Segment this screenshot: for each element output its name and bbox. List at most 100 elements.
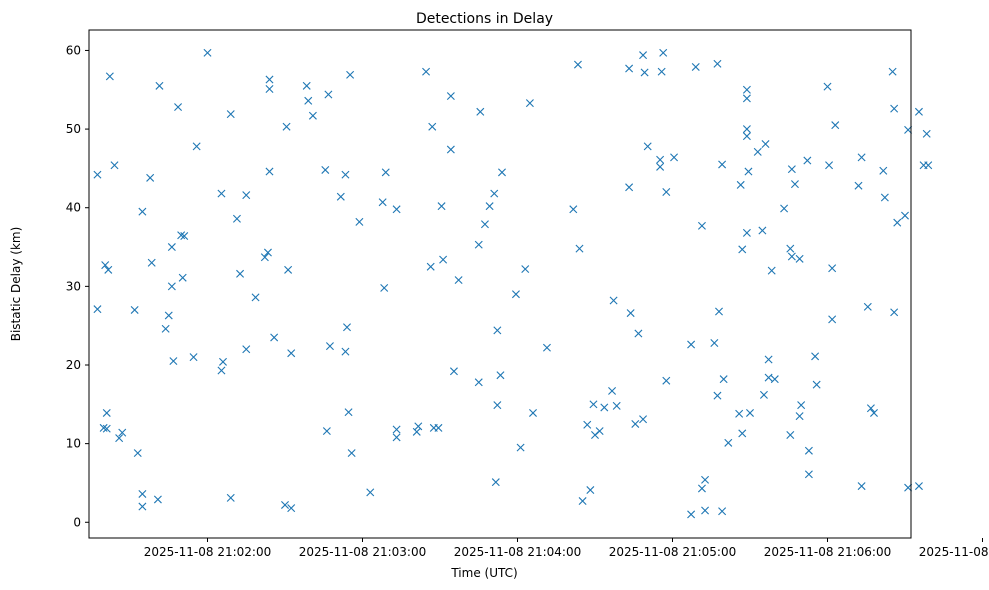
data-point xyxy=(344,408,353,417)
data-point xyxy=(287,504,296,513)
y-tick-label: 50 xyxy=(66,122,81,136)
data-point xyxy=(102,408,111,417)
data-point xyxy=(701,506,710,515)
x-tick-label: 2025-11-08 21:07:00 xyxy=(919,545,989,559)
chart-title: Detections in Delay xyxy=(416,11,553,27)
data-point xyxy=(366,488,375,497)
y-tick-label: 10 xyxy=(66,437,81,451)
data-point xyxy=(715,307,723,316)
data-point xyxy=(767,266,776,275)
data-point xyxy=(192,142,201,151)
data-point xyxy=(304,96,313,105)
data-point xyxy=(516,443,525,452)
data-point xyxy=(265,167,274,176)
data-point xyxy=(177,231,186,240)
data-point xyxy=(573,60,582,69)
data-point xyxy=(870,408,878,417)
data-point xyxy=(890,308,899,317)
data-point xyxy=(260,253,269,262)
data-point xyxy=(490,189,499,198)
data-point xyxy=(857,482,866,491)
data-point xyxy=(525,99,534,108)
data-point xyxy=(242,345,251,354)
data-point xyxy=(724,438,733,447)
data-point xyxy=(922,129,931,138)
data-point xyxy=(701,475,710,484)
data-point xyxy=(496,371,505,380)
data-point xyxy=(174,103,183,112)
data-point xyxy=(639,415,648,424)
data-point xyxy=(336,192,345,201)
data-point xyxy=(454,276,463,285)
data-point xyxy=(153,495,162,504)
data-point xyxy=(138,502,147,511)
data-point xyxy=(480,220,489,229)
x-tick-label: 2025-11-08 21:04:00 xyxy=(454,545,581,559)
data-point xyxy=(189,353,198,362)
data-point xyxy=(586,486,595,495)
data-point xyxy=(866,404,875,413)
data-point xyxy=(863,302,872,311)
data-point xyxy=(381,168,390,177)
data-point xyxy=(780,204,789,213)
data-point xyxy=(736,180,745,189)
data-point xyxy=(439,255,448,264)
data-point xyxy=(795,254,804,263)
data-point xyxy=(102,424,111,433)
data-point xyxy=(493,326,502,335)
data-point xyxy=(161,324,170,333)
data-point xyxy=(753,147,762,156)
data-point xyxy=(263,248,272,257)
data-point xyxy=(226,493,235,502)
data-point xyxy=(428,122,437,131)
data-point xyxy=(529,408,537,417)
data-point xyxy=(118,428,127,437)
data-point xyxy=(879,166,888,175)
data-point xyxy=(787,165,796,174)
data-point xyxy=(583,420,592,429)
data-point xyxy=(302,81,311,90)
data-point xyxy=(625,183,634,192)
data-point xyxy=(713,59,722,68)
data-point xyxy=(347,449,356,458)
data-point xyxy=(236,269,245,278)
data-point xyxy=(643,142,652,151)
data-point xyxy=(742,228,751,237)
data-point xyxy=(589,400,598,409)
data-point xyxy=(634,329,643,338)
data-point xyxy=(219,357,227,366)
data-point xyxy=(797,401,806,410)
data-point xyxy=(662,376,671,385)
data-point xyxy=(804,446,813,455)
data-point xyxy=(392,205,401,214)
data-point xyxy=(474,378,483,387)
data-point xyxy=(203,48,212,57)
y-axis-label: Bistatic Delay (km) xyxy=(9,227,23,342)
data-point xyxy=(169,357,178,366)
data-point xyxy=(893,218,902,227)
data-point xyxy=(742,132,751,141)
data-point xyxy=(93,305,102,314)
data-point xyxy=(719,375,728,384)
data-point xyxy=(147,258,156,267)
data-point xyxy=(155,81,164,90)
data-point xyxy=(825,161,834,170)
y-tick-label: 40 xyxy=(66,201,81,215)
data-point xyxy=(787,252,796,261)
data-point xyxy=(687,510,696,519)
data-point xyxy=(378,198,387,207)
data-point xyxy=(325,342,334,351)
data-point xyxy=(857,153,866,162)
data-point xyxy=(790,180,799,189)
data-point xyxy=(758,226,767,235)
data-point xyxy=(744,167,753,176)
data-point xyxy=(355,217,364,226)
data-point xyxy=(392,425,401,434)
data-point xyxy=(437,202,446,211)
data-point xyxy=(217,189,226,198)
data-point xyxy=(446,145,455,154)
data-point xyxy=(657,67,666,76)
data-point xyxy=(434,423,443,432)
data-point xyxy=(828,264,837,273)
